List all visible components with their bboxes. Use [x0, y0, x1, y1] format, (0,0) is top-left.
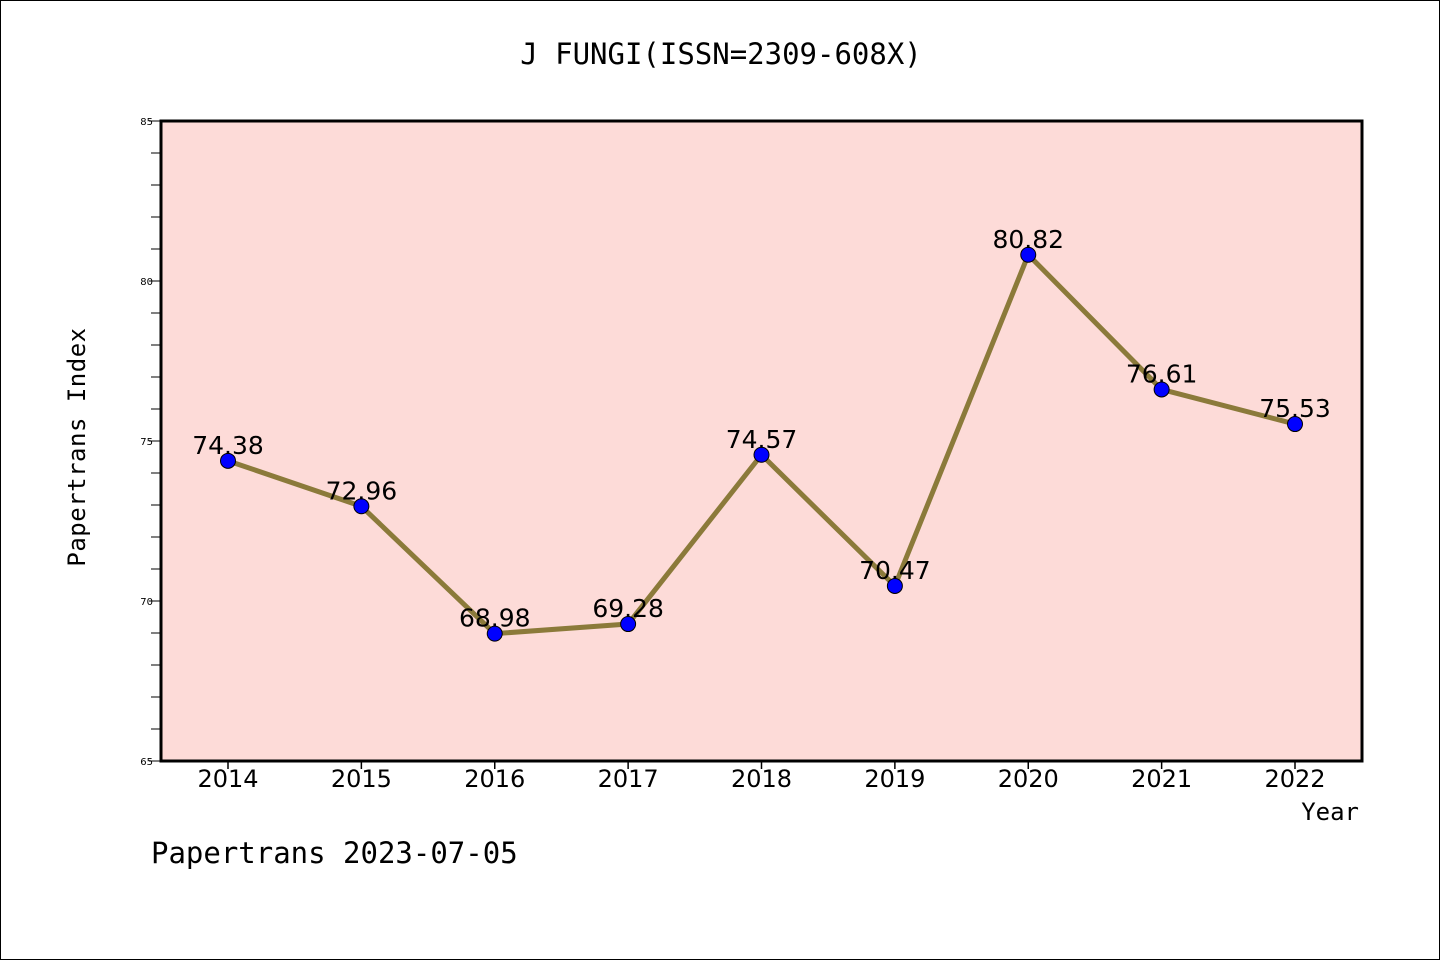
data-label: 72.96 — [326, 476, 398, 505]
y-axis: 65 70 75 80 85 — [140, 117, 161, 768]
y-tick-label: 75 — [140, 437, 153, 448]
x-tick-label: 2020 — [998, 765, 1059, 793]
x-tick-label: 2022 — [1264, 765, 1325, 793]
x-tick-label: 2019 — [864, 765, 925, 793]
x-tick-label: 2018 — [731, 765, 792, 793]
footer-stamp: Papertrans 2023-07-05 — [151, 836, 518, 870]
data-label: 68.98 — [459, 604, 531, 633]
data-point — [1287, 416, 1303, 433]
plot-area — [161, 121, 1362, 761]
data-label: 69.28 — [592, 594, 664, 623]
y-tick-label: 70 — [140, 597, 153, 608]
data-label: 74.57 — [726, 425, 798, 454]
x-tick-label: 2014 — [197, 765, 258, 793]
chart-title: J FUNGI(ISSN=2309-608X) — [520, 37, 922, 71]
data-point — [753, 446, 770, 463]
data-point — [486, 625, 503, 642]
data-point — [620, 616, 637, 633]
data-points — [220, 246, 1303, 642]
x-tick-label: 2017 — [598, 765, 659, 793]
data-point — [353, 498, 370, 515]
plot-frame — [159, 119, 1364, 763]
data-point — [886, 577, 903, 594]
data-label: 74.38 — [192, 431, 264, 460]
x-axis-label: Year — [1301, 798, 1359, 826]
y-tick-label: 85 — [140, 117, 153, 128]
x-tick-label: 2015 — [331, 765, 392, 793]
data-label: 75.53 — [1259, 394, 1331, 423]
data-labels: 74.38 72.96 68.98 69.28 74.57 70.47 80.82 76.61… — [192, 225, 1331, 633]
data-label: 76.61 — [1126, 359, 1198, 388]
y-tick-label: 65 — [140, 757, 153, 768]
data-label: 80.82 — [992, 225, 1064, 254]
data-label: 70.47 — [859, 556, 931, 585]
x-tick-label: 2016 — [464, 765, 525, 793]
x-tick-label: 2021 — [1131, 765, 1192, 793]
data-point — [1020, 246, 1037, 263]
data-point — [1153, 381, 1170, 398]
y-tick-label: 80 — [140, 277, 153, 288]
data-point — [220, 452, 236, 469]
x-axis: 2014 2015 2016 2017 2018 2019 2020 2021 2022 — [197, 761, 1326, 793]
